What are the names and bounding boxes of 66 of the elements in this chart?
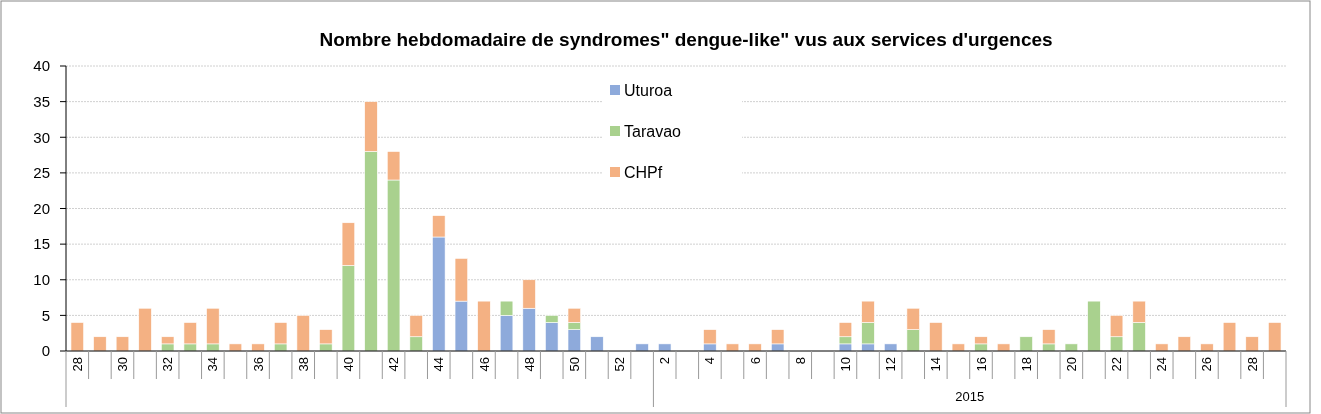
y-tick-label: 35: [33, 92, 50, 110]
y-tick-label: 25: [33, 164, 50, 182]
x-tick-label: 24: [1154, 357, 1170, 372]
x-tick-label: 12: [883, 357, 899, 372]
y-tick-label: 5: [41, 306, 50, 324]
bar: [228, 343, 243, 352]
x-tick-label: 2: [657, 357, 673, 365]
bar: [951, 343, 966, 352]
y-tick-label: 30: [33, 128, 50, 146]
legend-label: Taravao: [624, 122, 682, 140]
bar: [1245, 336, 1259, 352]
bar: [1222, 322, 1237, 352]
bar: [996, 343, 1011, 352]
bar: [658, 343, 672, 352]
x-tick-label: 32: [160, 357, 176, 372]
x-tick-label: 48: [521, 357, 537, 372]
bar: [296, 315, 310, 352]
y-tick-label: 0: [41, 342, 50, 360]
x-tick-label: 22: [1109, 357, 1125, 372]
bar: [115, 336, 130, 352]
x-tick-label: 6: [747, 357, 763, 365]
x-tick-label: 40: [340, 357, 356, 372]
y-tick-label: 40: [33, 57, 50, 75]
x-tick-label: 20: [1063, 357, 1079, 372]
x-tick-label: 36: [250, 357, 266, 372]
x-tick-label: 28: [1244, 357, 1260, 372]
x-tick-label: 18: [1018, 357, 1034, 372]
bar: [93, 336, 107, 352]
x-tick-label: 4: [702, 357, 718, 365]
x-tick-label: 38: [295, 357, 311, 372]
x-tick-label: 42: [386, 357, 402, 372]
x-tick-label: 52: [612, 357, 628, 372]
x-tick-label: 16: [973, 357, 989, 372]
x-tick-label: 34: [205, 357, 221, 372]
y-tick-label: 20: [33, 199, 50, 217]
bar: [884, 343, 898, 352]
x-tick-label: 50: [566, 357, 582, 372]
bar: [477, 300, 491, 352]
y-tick-label: 10: [33, 271, 50, 288]
bar: [748, 343, 762, 352]
x-tick-label: 28: [69, 357, 85, 372]
bar: [1177, 336, 1191, 352]
chart-title: Nombre hebdomadaire de syndromes" dengue-like" vus aux services d'urgences: [319, 29, 1053, 50]
legend-label: CHPf: [624, 163, 663, 181]
bar: [1019, 336, 1033, 352]
x-tick-label: 30: [115, 357, 131, 372]
bar: [251, 343, 265, 352]
x-tick-label: 46: [476, 357, 492, 372]
y-tick-label: 15: [33, 235, 50, 253]
bar: [590, 336, 604, 352]
bar: [929, 322, 943, 352]
text: 2015: [955, 389, 985, 404]
bar: [1064, 343, 1078, 352]
bar: [138, 307, 152, 352]
bar: [635, 343, 649, 352]
x-tick-label: 8: [792, 357, 808, 365]
x-tick-label: 14: [928, 357, 944, 372]
bar: [70, 322, 84, 352]
bar: [1087, 300, 1101, 352]
x-tick-label: 26: [1199, 357, 1215, 372]
bar: [1200, 343, 1214, 352]
x-tick-label: 10: [837, 357, 853, 372]
bar: [1268, 322, 1282, 352]
bar: [1155, 343, 1169, 352]
x-tick-label: 44: [431, 357, 447, 372]
legend-label: Uturoa: [624, 81, 673, 99]
